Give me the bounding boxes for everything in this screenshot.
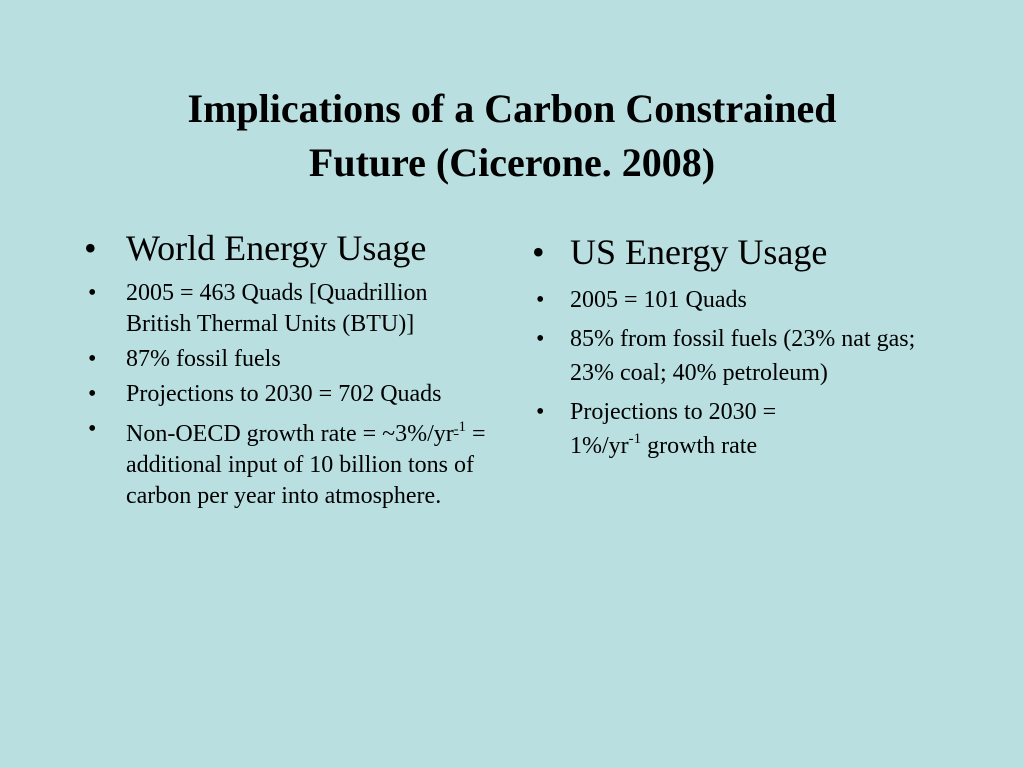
us-projection-before: 1%/yr: [570, 433, 629, 459]
world-usage-2005: 2005 = 463 Quads [Quadrillion British Th…: [126, 280, 428, 337]
us-projection-2030: Projections to 2030 = 1%/yr-1 growth rate: [532, 395, 952, 463]
bullet-icon: •: [536, 326, 545, 352]
slide-title: Implications of a Carbon Constrained Fut…: [0, 82, 1024, 190]
bullet-icon: •: [88, 346, 97, 372]
us-projection-sup: -1: [628, 431, 642, 447]
us-projection-line-1: Projections to 2030 =: [570, 399, 777, 425]
us-fossil-share: 85% from fossil fuels (23% nat gas; 23% …: [570, 326, 916, 386]
world-energy-heading: • World Energy Usage: [84, 222, 494, 274]
list-item: • 85% from fossil fuels (23% nat gas; 23…: [532, 322, 952, 390]
us-energy-column: • US Energy Usage • 2005 = 101 Quads • 8…: [532, 226, 952, 463]
world-energy-column: • World Energy Usage • 2005 = 463 Quads …: [84, 222, 494, 512]
list-item: • 87% fossil fuels: [84, 344, 494, 375]
list-item: • 2005 = 463 Quads [Quadrillion British …: [84, 278, 494, 340]
list-item: • Projections to 2030 = 1%/yr-1 growth ra…: [532, 395, 952, 463]
us-projection-after: growth rate: [641, 433, 758, 459]
world-fossil-share: 87% fossil fuels: [126, 346, 281, 372]
bullet-icon: •: [88, 280, 97, 306]
list-item: • 2005 = 101 Quads: [532, 283, 952, 317]
list-item: • Projections to 2030 = 702 Quads: [84, 379, 494, 410]
growth-sup-mark: -: [453, 422, 459, 437]
bullet-icon: •: [536, 287, 545, 313]
growth-sup-value: 1: [458, 419, 466, 435]
non-oecd-growth-rate: Non-OECD growth rate = ~3%/yr-1 = additi…: [84, 414, 494, 512]
us-energy-heading: • US Energy Usage: [532, 226, 952, 278]
bullet-icon: •: [88, 416, 97, 442]
growth-text-after: = additional input of 10 billion tons of…: [126, 421, 486, 509]
bullet-icon: •: [84, 228, 97, 268]
bullet-icon: •: [532, 232, 545, 272]
bullet-icon: •: [536, 399, 545, 425]
slide-title-line-2: Future (Cicerone. 2008): [308, 140, 716, 185]
bullet-icon: •: [88, 381, 97, 407]
us-energy-heading-text: US Energy Usage: [570, 232, 828, 272]
us-usage-2005: 2005 = 101 Quads: [570, 287, 747, 313]
growth-text-before: Non-OECD growth rate = ~3%/yr: [126, 421, 454, 447]
slide-title-line-1: Implications of a Carbon Constrained: [187, 86, 837, 131]
list-item: • Non-OECD growth rate = ~3%/yr-1 = addi…: [84, 414, 494, 512]
world-projection-2030: Projections to 2030 = 702 Quads: [126, 381, 442, 407]
world-energy-heading-text: World Energy Usage: [126, 228, 427, 268]
